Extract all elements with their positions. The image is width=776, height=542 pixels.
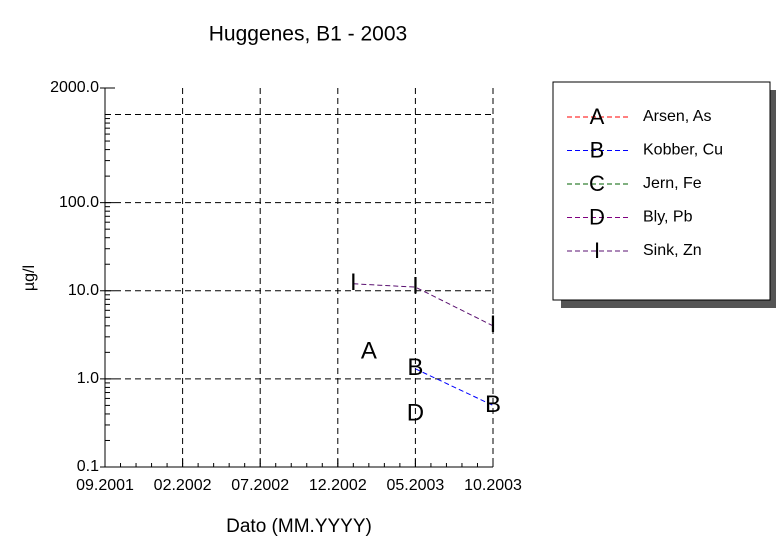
data-point: I — [350, 269, 357, 296]
legend-label: Kobber, Cu — [643, 142, 723, 159]
legend-label: Bly, Pb — [643, 209, 693, 226]
series-line — [415, 368, 494, 406]
x-tick-label: 10.2003 — [464, 477, 522, 494]
data-point: I — [412, 272, 419, 299]
chart-title: Huggenes, B1 - 2003 — [209, 23, 407, 46]
legend-marker: A — [590, 104, 605, 129]
y-tick-label: 100.0 — [59, 194, 99, 211]
y-tick-label: 1.0 — [77, 370, 99, 387]
legend-marker: C — [589, 171, 605, 196]
y-tick-label: 0.1 — [77, 458, 99, 475]
data-point: B — [485, 391, 501, 418]
legend-box — [552, 81, 771, 301]
legend-label: Sink, Zn — [643, 242, 702, 259]
series-line — [353, 283, 494, 327]
data-point: I — [490, 311, 497, 338]
legend-label: Arsen, As — [643, 108, 711, 125]
y-axis-label: µg/l — [21, 265, 38, 291]
legend-marker: B — [590, 137, 605, 162]
y-tick-label: 2000.0 — [50, 79, 99, 96]
x-tick-label: 05.2003 — [386, 477, 444, 494]
legend-marker: D — [589, 204, 605, 229]
x-axis-label: Dato (MM.YYYY) — [226, 516, 372, 537]
data-point: A — [361, 338, 377, 365]
x-tick-label: 12.2002 — [309, 477, 367, 494]
legend-marker: I — [594, 238, 600, 263]
data-point: D — [407, 399, 424, 426]
legend-label: Jern, Fe — [643, 175, 702, 192]
data-point: B — [407, 354, 423, 381]
x-tick-label: 09.2001 — [76, 477, 134, 494]
x-tick-label: 02.2002 — [154, 477, 212, 494]
y-tick-label: 10.0 — [68, 282, 99, 299]
x-tick-label: 07.2002 — [231, 477, 289, 494]
